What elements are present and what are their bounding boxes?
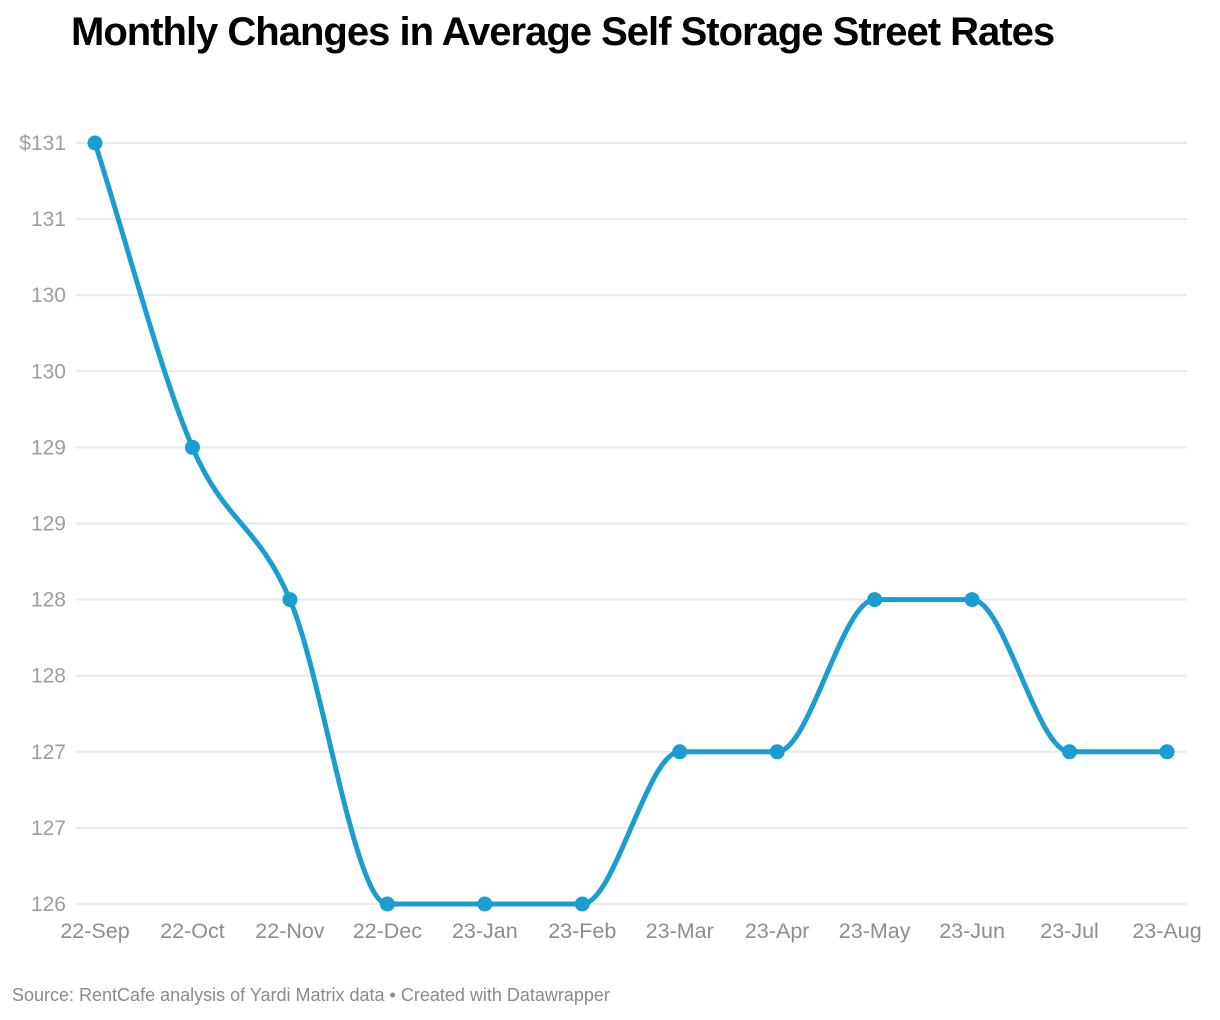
data-point-marker	[769, 744, 785, 760]
y-tick-label: 129	[31, 436, 66, 459]
y-tick-label: 127	[31, 741, 66, 764]
y-tick-label: 130	[31, 360, 66, 383]
data-point-marker	[282, 592, 298, 608]
data-point-marker	[867, 592, 883, 608]
y-tick-label: 129	[31, 513, 66, 536]
y-tick-label: 126	[31, 893, 66, 916]
data-point-marker	[1159, 744, 1175, 760]
data-point-marker	[379, 896, 395, 912]
x-tick-label: 22-Dec	[353, 919, 423, 943]
y-tick-label: $131	[19, 132, 66, 155]
y-tick-label: 130	[31, 284, 66, 307]
x-tick-label: 22-Sep	[60, 919, 129, 943]
y-tick-label: 128	[31, 665, 66, 688]
y-tick-label: 128	[31, 589, 66, 612]
data-point-marker	[477, 896, 493, 912]
x-tick-label: 23-May	[839, 919, 911, 943]
data-point-marker	[672, 744, 688, 760]
chart-title: Monthly Changes in Average Self Storage …	[71, 10, 1055, 54]
x-tick-label: 23-Apr	[745, 919, 810, 943]
data-point-marker	[574, 896, 590, 912]
y-tick-label: 127	[31, 817, 66, 840]
y-tick-label: 131	[31, 208, 66, 231]
data-point-marker	[964, 592, 980, 608]
x-tick-label: 23-Jan	[452, 919, 518, 943]
x-tick-label: 23-Mar	[646, 919, 714, 943]
x-tick-label: 23-Aug	[1132, 919, 1201, 943]
x-tick-label: 23-Jul	[1040, 919, 1099, 943]
source-note: Source: RentCafe analysis of Yardi Matri…	[12, 985, 610, 1005]
data-point-marker	[184, 439, 200, 455]
data-point-marker	[1062, 744, 1078, 760]
x-tick-label: 22-Nov	[255, 919, 325, 943]
data-point-marker	[87, 135, 103, 151]
x-tick-label: 23-Feb	[548, 919, 616, 943]
x-tick-label: 22-Oct	[160, 919, 225, 943]
x-tick-label: 23-Jun	[939, 919, 1005, 943]
